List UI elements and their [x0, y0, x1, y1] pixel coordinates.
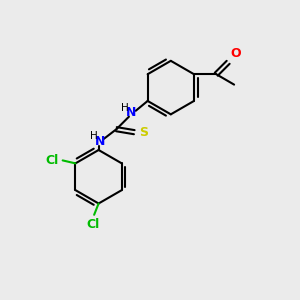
Text: H: H — [90, 131, 98, 141]
Text: Cl: Cl — [46, 154, 59, 167]
Text: O: O — [230, 47, 241, 60]
Text: N: N — [126, 106, 136, 119]
Text: N: N — [95, 135, 105, 148]
Text: H: H — [121, 103, 129, 113]
Text: Cl: Cl — [86, 218, 99, 231]
Text: S: S — [139, 126, 148, 139]
